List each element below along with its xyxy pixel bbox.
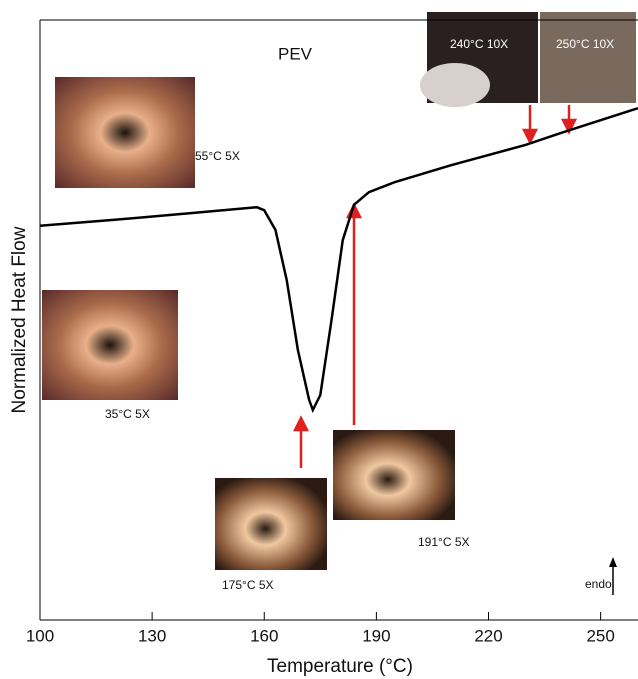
arrow-head [295,418,307,430]
annotation: endo [585,577,612,591]
chart: PEV Temperature (°C) Normalized Heat Flo… [0,0,638,679]
micrographs [42,12,636,570]
annotation: 240°C 10X [450,37,508,51]
x-tick-label: 190 [362,626,390,645]
x-tick-label: 220 [474,626,502,645]
micrograph [540,12,636,103]
y-axis-title: Normalized Heat Flow [9,226,30,413]
chart-title: PEV [278,44,313,63]
x-tick-label: 100 [26,626,54,645]
micrograph [55,77,195,188]
annotation: 191°C 5X [418,535,470,549]
annotation: 35°C 5X [105,407,150,421]
micrograph [42,290,178,400]
annotation: 55°C 5X [195,149,240,163]
x-tick-label: 160 [250,626,278,645]
micrograph [333,430,455,520]
arrow-head [609,557,617,567]
x-axis-title: Temperature (°C) [267,656,413,677]
arrow-head [524,130,536,142]
micrograph [215,478,327,570]
x-tick-label: 130 [138,626,166,645]
micrograph-feature [420,63,490,107]
x-tick-label: 250 [586,626,614,645]
annotation: 250°C 10X [556,37,614,51]
annotation: 175°C 5X [222,578,274,592]
